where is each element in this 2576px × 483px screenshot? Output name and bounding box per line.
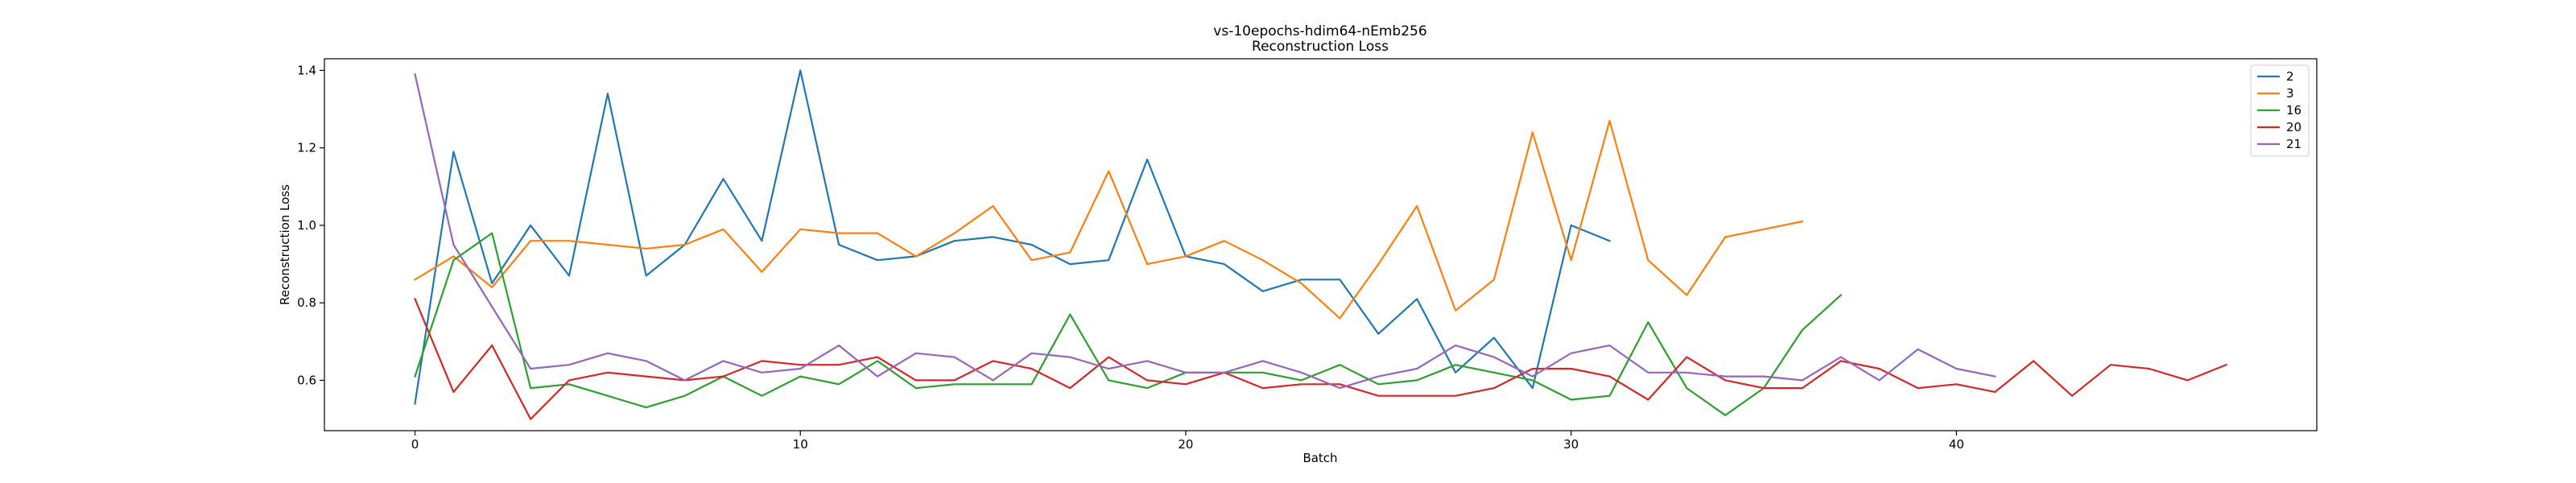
series-line-2 bbox=[414, 69, 1611, 405]
y-axis: 0.6 0.8 1.0 1.2 1.4 bbox=[297, 63, 324, 387]
y-tick-label: 1.0 bbox=[297, 218, 316, 233]
chart-title: vs-10epochs-hdim64-nEmb256 bbox=[1213, 23, 1426, 39]
y-tick-label: 1.2 bbox=[297, 141, 316, 155]
chart-subtitle: Reconstruction Loss bbox=[1252, 39, 1389, 55]
y-tick-label: 1.4 bbox=[297, 63, 316, 77]
legend-label-2: 2 bbox=[2286, 69, 2294, 84]
legend-label-3: 3 bbox=[2286, 86, 2294, 101]
x-tick-label: 40 bbox=[1949, 437, 1964, 452]
legend: 2 3 16 20 21 bbox=[2250, 64, 2310, 157]
x-tick-label: 30 bbox=[1563, 437, 1579, 452]
y-axis-label: Reconstruction Loss bbox=[278, 184, 292, 305]
plot-series bbox=[413, 69, 2227, 420]
legend-label-16: 16 bbox=[2286, 103, 2301, 118]
x-tick-label: 0 bbox=[411, 437, 419, 452]
y-tick-label: 0.8 bbox=[297, 295, 316, 310]
series-line-20 bbox=[414, 297, 2227, 420]
legend-label-20: 20 bbox=[2286, 120, 2301, 134]
x-tick-label: 10 bbox=[793, 437, 808, 452]
y-tick-label: 0.6 bbox=[297, 373, 316, 387]
series-line-21 bbox=[414, 72, 1996, 390]
x-axis: 0 10 20 30 40 bbox=[411, 431, 1964, 452]
series-line-16 bbox=[414, 232, 1843, 416]
legend-label-21: 21 bbox=[2286, 137, 2301, 151]
plot-frame bbox=[324, 58, 2318, 431]
series-line-3 bbox=[413, 119, 1804, 320]
x-tick-label: 20 bbox=[1178, 437, 1193, 452]
x-axis-label: Batch bbox=[1302, 451, 1337, 465]
